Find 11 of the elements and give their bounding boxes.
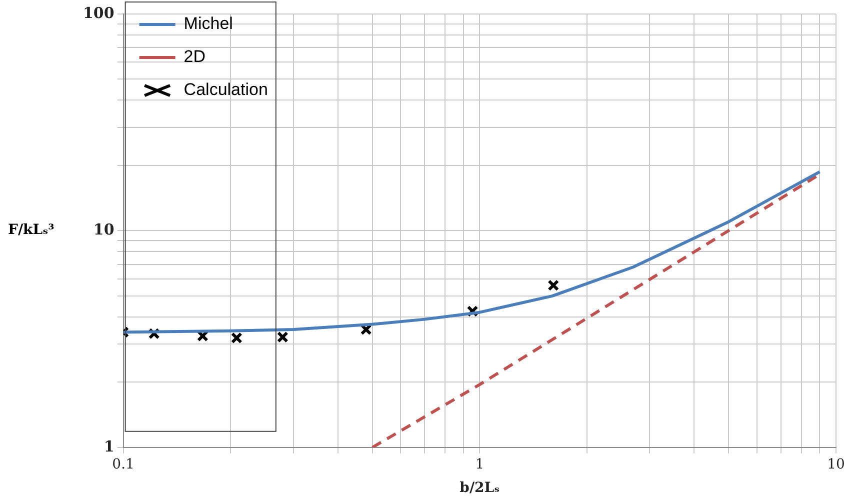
y-tick-label: 100 bbox=[83, 4, 114, 22]
x-tick-label: 10 bbox=[827, 456, 845, 472]
legend-label: 2D bbox=[184, 47, 206, 66]
x-tick-label: 0.1 bbox=[112, 456, 134, 472]
y-tick-label: 1 bbox=[104, 437, 114, 456]
x-axis-title: b/2Lₛ bbox=[460, 480, 500, 496]
y-tick-label: 10 bbox=[93, 220, 114, 239]
legend-label: Calculation bbox=[184, 80, 268, 100]
x-tick-label: 1 bbox=[475, 456, 484, 472]
y-axis-title: F/kLₛ³ bbox=[8, 222, 54, 238]
legend-label: Michel bbox=[184, 14, 233, 34]
